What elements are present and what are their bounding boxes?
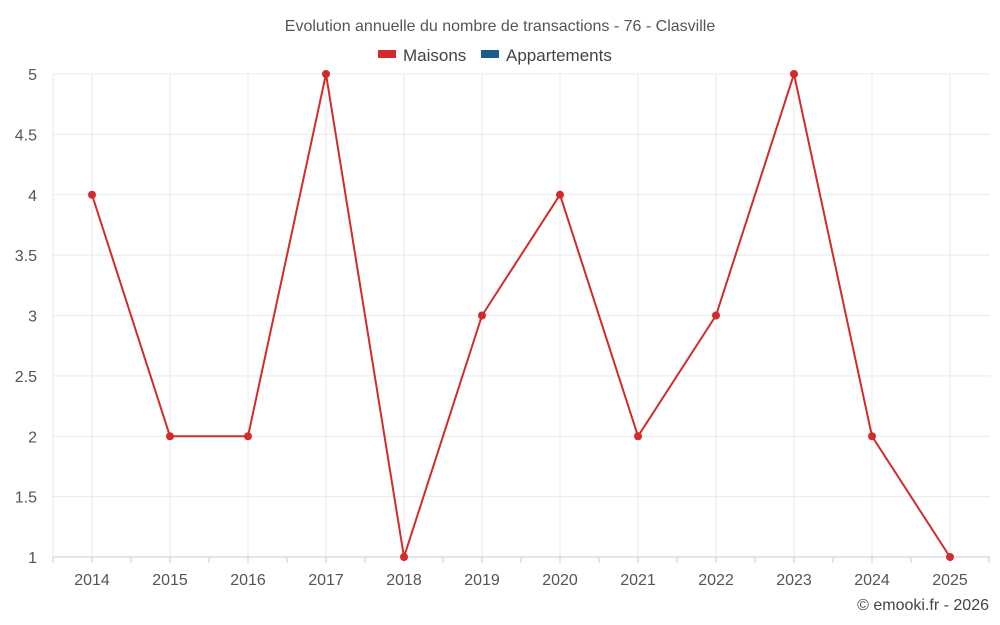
x-tick-label: 2022 (698, 572, 734, 589)
legend-item-maisons[interactable]: Maisons (378, 46, 466, 65)
data-point-2019[interactable] (478, 311, 486, 320)
x-tick-label: 2014 (74, 572, 110, 589)
x-tick-label: 2019 (464, 572, 500, 589)
data-point-2018[interactable] (400, 553, 408, 561)
data-point-2024[interactable] (868, 432, 876, 441)
data-point-2015[interactable] (166, 432, 174, 441)
series-maisons (88, 70, 954, 561)
x-tick-label: 2017 (308, 572, 344, 589)
y-tick-label: 3.5 (15, 248, 37, 265)
x-tick-label: 2024 (854, 572, 890, 589)
y-tick-label: 1.5 (15, 490, 37, 507)
x-tick-label: 2018 (386, 572, 422, 589)
y-tick-label: 4 (28, 188, 37, 205)
data-point-2014[interactable] (88, 190, 96, 199)
data-point-2025[interactable] (946, 553, 954, 561)
data-point-2017[interactable] (322, 70, 330, 78)
x-tick-label: 2021 (620, 572, 656, 589)
legend-swatch-appartements (481, 50, 499, 58)
x-tick-label: 2015 (152, 572, 188, 589)
data-point-2021[interactable] (634, 432, 642, 441)
data-point-2016[interactable] (244, 432, 252, 441)
y-tick-label: 2 (28, 429, 37, 446)
x-tick-label: 2016 (230, 572, 266, 589)
y-tick-label: 3 (28, 309, 37, 326)
x-tick-label: 2023 (776, 572, 812, 589)
data-point-2020[interactable] (556, 190, 564, 199)
axes (52, 74, 990, 563)
legend[interactable]: Maisons Appartements (378, 46, 612, 65)
y-tick-label: 1 (28, 550, 37, 567)
legend-label-appartements: Appartements (506, 46, 612, 65)
y-tick-label: 5 (28, 67, 37, 84)
x-tick-labels: 2014 2015 2016 2017 2018 2019 2020 2021 2022 2023… (74, 572, 968, 589)
legend-label-maisons: Maisons (403, 46, 466, 65)
data-point-2023[interactable] (790, 70, 798, 78)
chart-title: Evolution annuelle du nombre de transact… (285, 18, 716, 35)
y-tick-labels: 1 1.5 2 2.5 3 3.5 4 4.5 5 (15, 67, 37, 567)
x-tick-label: 2020 (542, 572, 578, 589)
legend-swatch-maisons (378, 50, 396, 58)
grid (53, 73, 990, 557)
x-tick-label: 2025 (932, 572, 968, 589)
y-tick-label: 4.5 (15, 127, 37, 144)
copyright-footer: © emooki.fr - 2026 (857, 597, 989, 614)
legend-item-appartements[interactable]: Appartements (481, 46, 612, 65)
series-line-maisons (91, 70, 951, 558)
data-point-2022[interactable] (712, 311, 720, 320)
y-tick-label: 2.5 (15, 369, 37, 386)
